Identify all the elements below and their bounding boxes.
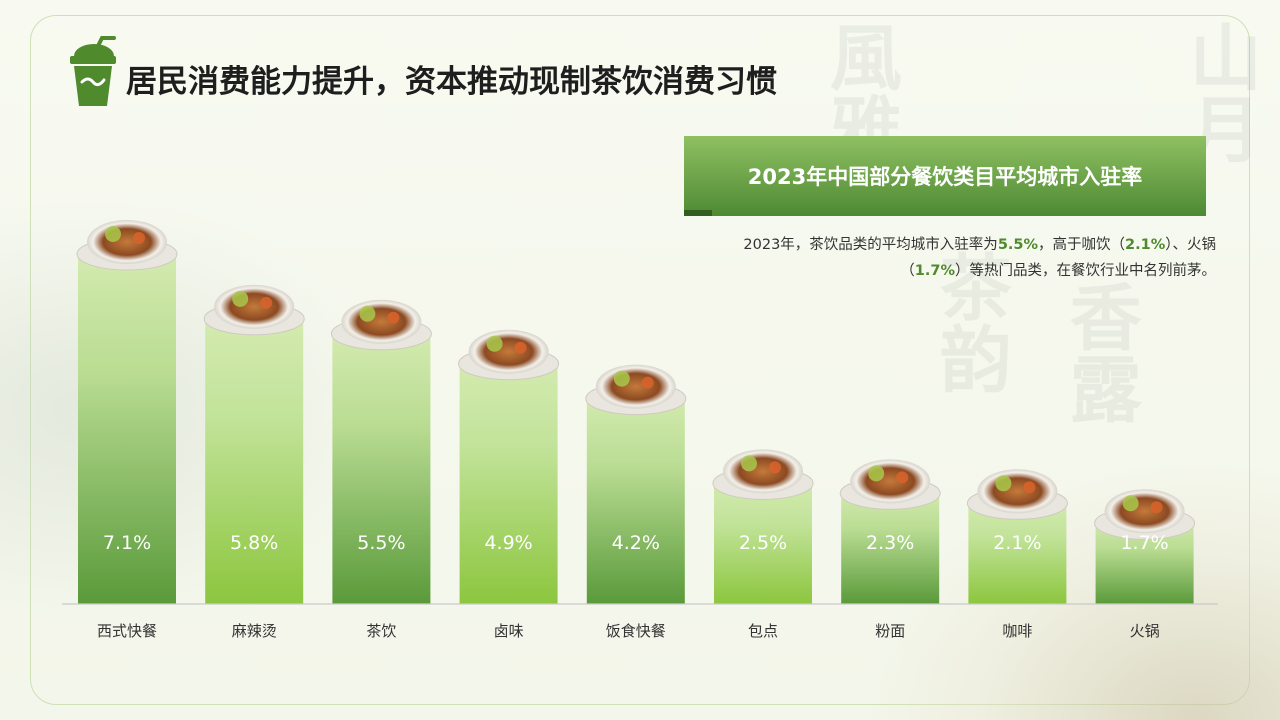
- desc-text: （: [900, 263, 915, 279]
- food-dish-icon: [585, 364, 687, 416]
- bar-2: [332, 329, 431, 604]
- bar-0: [78, 250, 176, 604]
- desc-text: ）等热门品类，在餐饮行业中名列前茅。: [955, 263, 1216, 279]
- chart-description: 2023年，茶饮品类的平均城市入驻率为5.5%，高于咖饮（2.1%）、火锅 （1…: [682, 232, 1216, 284]
- desc-text: ，高于咖饮（: [1038, 237, 1126, 253]
- bar-value-label: 4.2%: [612, 532, 660, 554]
- food-dish-icon: [1094, 489, 1196, 540]
- watermark-char: 茶: [927, 250, 1013, 322]
- category-label: 饭食快餐: [606, 622, 666, 640]
- page-frame: [30, 15, 1250, 705]
- watermark-char: 韵: [927, 322, 1013, 394]
- watermark-calligraphy: 山月: [1177, 20, 1263, 164]
- bar-value-label: 1.7%: [1120, 532, 1168, 554]
- desc-text: 2023年，茶饮品类的平均城市入驻率为: [743, 237, 998, 253]
- bar-value-label: 5.5%: [357, 532, 405, 554]
- desc-highlight-coffee: 2.1%: [1125, 237, 1166, 253]
- bar-value-label: 5.8%: [230, 532, 278, 554]
- desc-highlight-tea: 5.5%: [997, 237, 1039, 253]
- food-dish-icon: [458, 329, 560, 381]
- food-dish-icon: [76, 220, 178, 271]
- food-dish-icon: [330, 299, 432, 351]
- bar-4: [586, 394, 685, 604]
- bar-value-label: 2.1%: [993, 532, 1041, 554]
- food-dish-icon: [712, 449, 814, 500]
- category-label: 西式快餐: [97, 622, 157, 640]
- food-dish-icon: [839, 459, 941, 510]
- category-label: 茶饮: [366, 622, 396, 640]
- bar-value-label: 4.9%: [484, 532, 532, 554]
- bar-value-label: 7.1%: [103, 532, 151, 554]
- page-title: 居民消费能力提升，资本推动现制茶饮消费习惯: [126, 64, 777, 100]
- desc-highlight-hotpot: 1.7%: [914, 263, 955, 279]
- watermark-char: 露: [1057, 352, 1143, 424]
- watermark-char: 山: [1177, 20, 1263, 92]
- bar-1: [205, 314, 304, 604]
- watermark-char: 香: [1057, 280, 1143, 352]
- bar-3: [459, 359, 558, 604]
- watermark-calligraphy: 香露: [1057, 280, 1143, 424]
- tea-cup-icon: [70, 36, 116, 106]
- category-label: 包点: [748, 622, 778, 640]
- chart-title: 2023年中国部分餐饮类目平均城市入驻率: [747, 165, 1143, 189]
- food-dish-icon: [203, 284, 305, 336]
- watermark-char: 風: [817, 20, 903, 92]
- bar-value-label: 2.3%: [866, 532, 914, 554]
- food-dish-icon: [966, 469, 1068, 520]
- bar-5: [714, 479, 812, 604]
- category-label: 火锅: [1130, 622, 1160, 640]
- banner-ribbon-fold: [684, 210, 712, 216]
- bar-value-label: 2.5%: [739, 532, 787, 554]
- watermark-calligraphy: 茶韵: [927, 250, 1013, 394]
- category-label: 咖啡: [1002, 622, 1032, 640]
- category-label: 卤味: [494, 622, 524, 640]
- category-label: 麻辣烫: [232, 622, 277, 640]
- category-label: 粉面: [875, 622, 905, 640]
- desc-text: ）、火锅: [1165, 237, 1216, 253]
- chart-title-banner: 2023年中国部分餐饮类目平均城市入驻率: [684, 136, 1206, 216]
